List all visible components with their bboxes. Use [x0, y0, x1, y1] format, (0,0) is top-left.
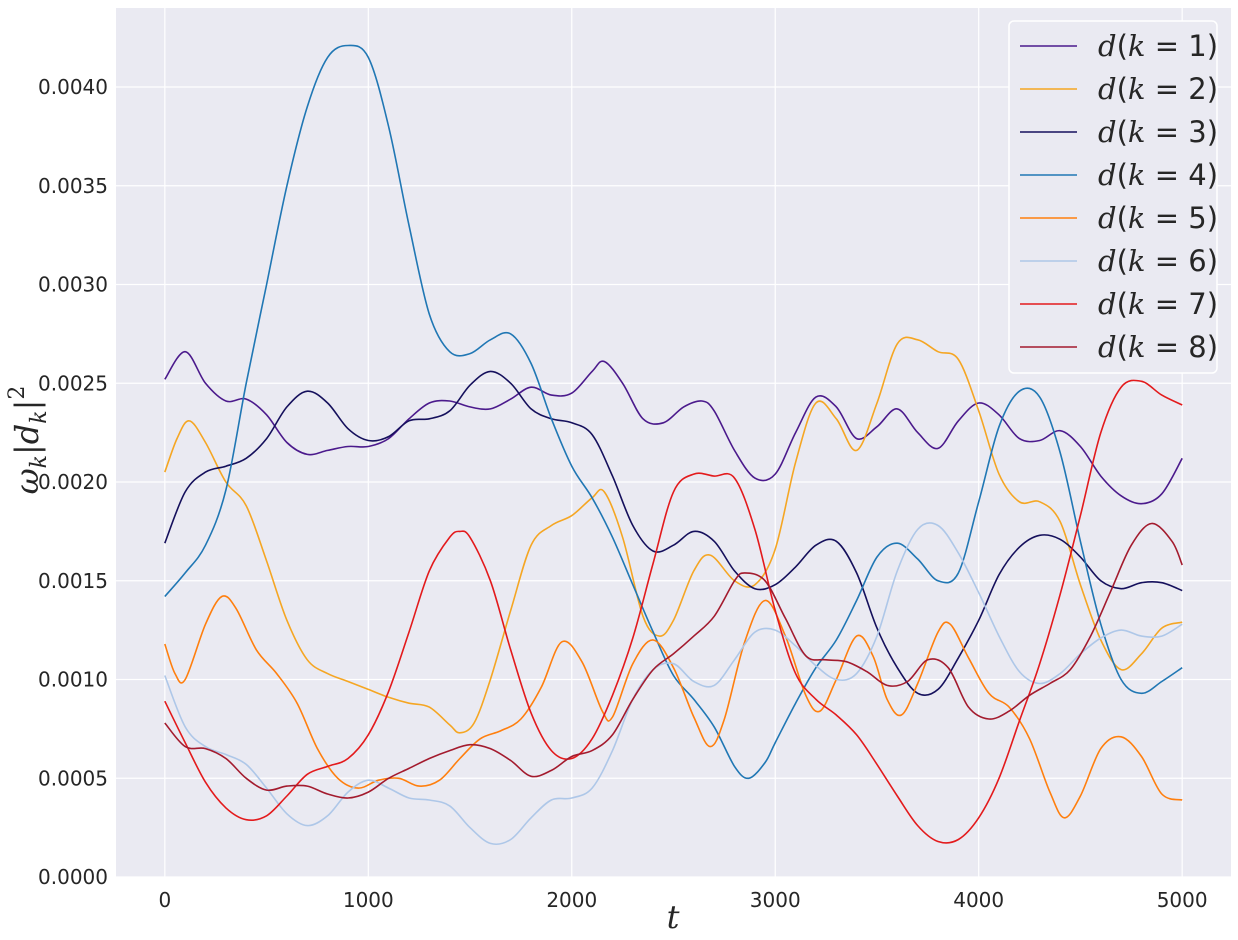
legend-label-part: k — [1128, 29, 1146, 63]
y-tick-label: 0.0005 — [38, 766, 108, 790]
legend-label-part: ( — [1117, 330, 1128, 364]
legend-label-part: ( — [1117, 29, 1128, 63]
legend-label-part: ) — [1207, 29, 1218, 63]
legend-label-part: d — [1098, 244, 1117, 278]
x-tick-label: 2000 — [546, 888, 597, 912]
y-tick-label: 0.0035 — [38, 174, 108, 198]
legend-label-part: ) — [1207, 330, 1218, 364]
legend-label-part: ) — [1207, 72, 1218, 106]
y-tick-label: 0.0010 — [38, 668, 108, 692]
legend-label-part: ) — [1207, 115, 1218, 149]
y-tick-labels: 0.0000 0.0005 0.0010 0.0015 0.0020 0.0025 0.00… — [38, 75, 108, 889]
legend-label-part: = — [1145, 158, 1188, 192]
legend-label-part: = — [1145, 330, 1188, 364]
legend-label-part: ( — [1117, 158, 1128, 192]
legend-label-part: k — [1128, 244, 1146, 278]
legend-label-part: d — [1098, 287, 1117, 321]
legend-label-part: = — [1145, 244, 1188, 278]
legend-label-k4: d(k = 4) — [1098, 158, 1218, 192]
series-line-k7 — [164, 379, 1183, 844]
legend-label-part: 3 — [1188, 115, 1206, 149]
legend-label-part: 7 — [1188, 287, 1206, 321]
x-axis-label: t — [667, 898, 680, 936]
legend-label-part: k — [1128, 330, 1146, 364]
legend-label-part: 1 — [1188, 29, 1206, 63]
y-axis-label: ωk|dk|2 — [5, 386, 52, 495]
y-label-sup: 2 — [5, 386, 30, 400]
legend-label-part: ) — [1207, 244, 1218, 278]
legend-label-part: 8 — [1188, 330, 1206, 364]
y-label-sub-k: k — [27, 455, 52, 468]
series-line-k3 — [164, 370, 1183, 697]
legend-label-part: = — [1145, 201, 1188, 235]
legend-label-part: ( — [1117, 287, 1128, 321]
legend-label-part: = — [1145, 29, 1188, 63]
y-tick-label: 0.0015 — [38, 569, 108, 593]
x-tick-label: 4000 — [953, 888, 1004, 912]
legend-label-part: k — [1128, 158, 1146, 192]
series-line-k6 — [164, 522, 1183, 846]
series-line-k5 — [164, 595, 1183, 819]
legend-label-part: ) — [1207, 158, 1218, 192]
legend-label-part: 6 — [1188, 244, 1206, 278]
x-tick-label: 5000 — [1157, 888, 1208, 912]
legend-label-part: d — [1098, 158, 1117, 192]
legend-label-part: ) — [1207, 287, 1218, 321]
legend-label-part: d — [1098, 115, 1117, 149]
y-tick-label: 0.0020 — [38, 470, 108, 494]
legend-label-part: d — [1098, 29, 1117, 63]
legend-label-k3: d(k = 3) — [1098, 115, 1218, 149]
legend-label-part: = — [1145, 287, 1188, 321]
legend-label-part: ( — [1117, 201, 1128, 235]
x-tick-label: 0 — [158, 888, 171, 912]
legend-label-k7: d(k = 7) — [1098, 287, 1218, 321]
y-tick-label: 0.0030 — [38, 273, 108, 297]
y-label-bar: | — [8, 444, 46, 455]
series-layer — [164, 44, 1183, 846]
x-tick-label: 1000 — [343, 888, 394, 912]
legend-label-part: = — [1145, 72, 1188, 106]
legend-label-part: 4 — [1188, 158, 1206, 192]
legend-label-part: d — [1098, 72, 1117, 106]
legend-label-part: k — [1128, 72, 1146, 106]
series-line-k2 — [164, 336, 1183, 734]
legend-label-k2: d(k = 2) — [1098, 72, 1218, 106]
series-line-k1 — [164, 350, 1183, 505]
series-line-k4 — [164, 44, 1183, 780]
legend-label-part: d — [1098, 201, 1117, 235]
y-label-sub-k2: k — [27, 410, 52, 423]
legend: d(k = 1)d(k = 2)d(k = 3)d(k = 4)d(k = 5)… — [1008, 20, 1218, 374]
legend-label-part: ) — [1207, 201, 1218, 235]
legend-label-part: d — [1098, 330, 1117, 364]
legend-label-part: 2 — [1188, 72, 1206, 106]
x-tick-labels: 0 1000 2000 3000 4000 5000 — [158, 888, 1207, 912]
legend-label-k1: d(k = 1) — [1098, 29, 1218, 63]
y-label-bar2: | — [8, 400, 46, 411]
legend-label-part: k — [1128, 201, 1146, 235]
legend-label-k5: d(k = 5) — [1098, 201, 1218, 235]
legend-label-part: k — [1128, 287, 1146, 321]
legend-label-part: = — [1145, 115, 1188, 149]
legend-label-k6: d(k = 6) — [1098, 244, 1218, 278]
legend-label-part: k — [1128, 115, 1146, 149]
y-tick-label: 0.0025 — [38, 371, 108, 395]
legend-label-part: ( — [1117, 115, 1128, 149]
series-line-k8 — [164, 522, 1183, 799]
y-label-omega: ω — [8, 468, 46, 494]
legend-label-k8: d(k = 8) — [1098, 330, 1218, 364]
x-tick-label: 3000 — [750, 888, 801, 912]
legend-label-part: ( — [1117, 244, 1128, 278]
y-tick-label: 0.0040 — [38, 75, 108, 99]
legend-label-part: ( — [1117, 72, 1128, 106]
y-tick-label: 0.0000 — [38, 865, 108, 889]
y-label-d: d — [8, 424, 46, 444]
legend-label-part: 5 — [1188, 201, 1206, 235]
legend-box — [1008, 20, 1218, 374]
